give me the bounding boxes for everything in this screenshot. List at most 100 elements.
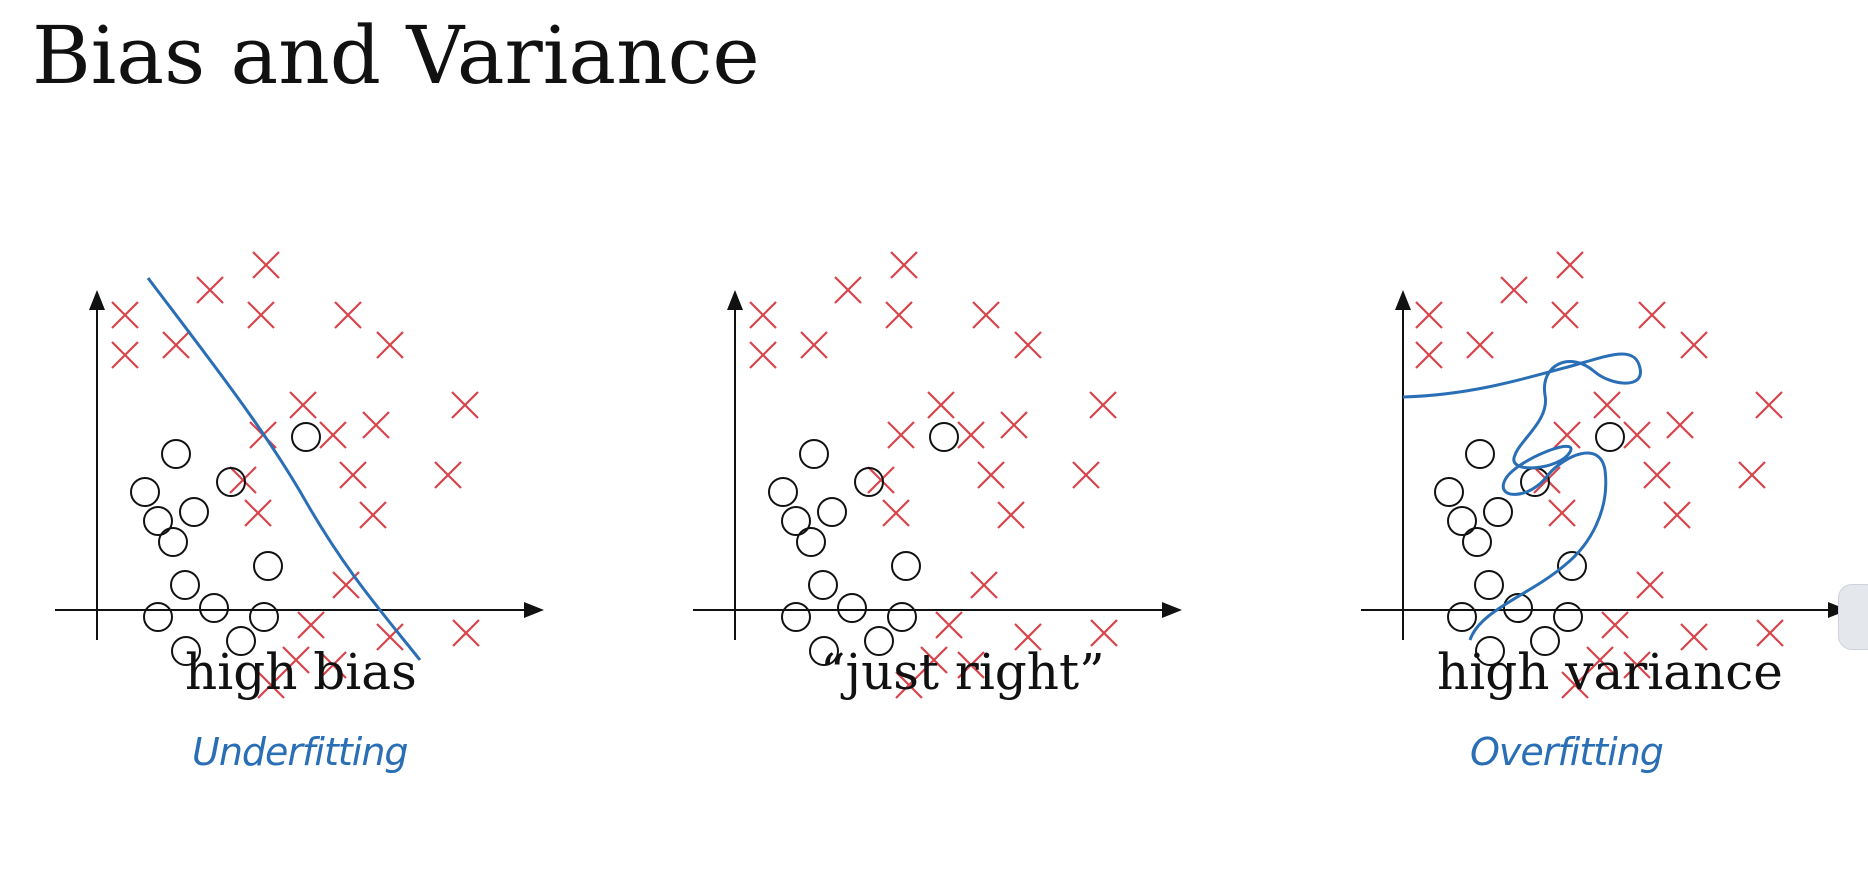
x-mark-icon xyxy=(1738,461,1766,489)
circle-marker-icon xyxy=(891,551,921,581)
circle-marker-icon xyxy=(249,602,279,632)
y-axis-arrow-icon xyxy=(727,290,743,310)
circle-marker-icon xyxy=(170,570,200,600)
x-mark-icon xyxy=(1000,411,1028,439)
circle-marker-icon xyxy=(216,467,246,497)
x-mark-icon xyxy=(1014,331,1042,359)
label-high-bias: high bias xyxy=(185,643,417,701)
x-mark-icon xyxy=(927,391,955,419)
label-just-right: “just right” xyxy=(820,643,1105,701)
x-mark-icon xyxy=(434,461,462,489)
x-mark-icon xyxy=(1755,391,1783,419)
x-mark-icon xyxy=(1593,391,1621,419)
x-mark-icon xyxy=(196,276,224,304)
circle-marker-icon xyxy=(253,551,283,581)
x-mark-icon xyxy=(1415,301,1443,329)
x-mark-icon xyxy=(1680,623,1708,651)
x-mark-icon xyxy=(1756,619,1784,647)
circle-marker-icon xyxy=(1483,497,1513,527)
circle-marker-icon xyxy=(199,593,229,623)
boundary-line-high-bias xyxy=(146,277,422,661)
circle-marker-icon xyxy=(143,506,173,536)
x-mark-icon xyxy=(1561,671,1589,699)
circle-marker-icon xyxy=(929,422,959,452)
circle-marker-icon xyxy=(1530,626,1560,656)
x-mark-icon xyxy=(800,331,828,359)
circle-marker-icon xyxy=(1465,439,1495,469)
x-mark-icon xyxy=(376,623,404,651)
x-mark-icon xyxy=(1014,623,1042,651)
x-mark-icon xyxy=(972,301,1000,329)
x-mark-icon xyxy=(162,331,190,359)
x-mark-icon xyxy=(247,301,275,329)
x-mark-icon xyxy=(451,391,479,419)
boundary-curve-high-variance xyxy=(1402,352,1642,641)
x-mark-icon xyxy=(957,651,985,679)
x-axis-arrow-icon xyxy=(524,602,544,618)
circle-marker-icon xyxy=(854,467,884,497)
annotation-underfitting: Underfitting xyxy=(192,730,409,774)
x-mark-icon xyxy=(1415,341,1443,369)
x-mark-icon xyxy=(229,466,257,494)
x-mark-icon xyxy=(1089,391,1117,419)
x-mark-icon xyxy=(111,301,139,329)
circle-marker-icon xyxy=(809,636,839,666)
slide-title: Bias and Variance xyxy=(32,9,760,102)
x-mark-icon xyxy=(977,461,1005,489)
circle-marker-icon xyxy=(864,626,894,656)
x-mark-icon xyxy=(1090,619,1118,647)
x-mark-icon xyxy=(935,611,963,639)
circle-marker-icon xyxy=(158,527,188,557)
circle-marker-icon xyxy=(291,422,321,452)
circle-marker-icon xyxy=(179,497,209,527)
y-axis-arrow-icon xyxy=(1395,290,1411,310)
x-mark-icon xyxy=(252,251,280,279)
circle-marker-icon xyxy=(143,602,173,632)
x-mark-icon xyxy=(1623,651,1651,679)
circle-marker-icon xyxy=(817,497,847,527)
x-mark-icon xyxy=(289,391,317,419)
x-mark-icon xyxy=(1636,571,1664,599)
x-mark-icon xyxy=(970,571,998,599)
x-mark-icon xyxy=(1548,499,1576,527)
x-mark-icon xyxy=(319,421,347,449)
circle-marker-icon xyxy=(887,602,917,632)
circle-marker-icon xyxy=(1447,506,1477,536)
circle-marker-icon xyxy=(1474,570,1504,600)
x-mark-icon xyxy=(887,421,915,449)
x-mark-icon xyxy=(1663,501,1691,529)
circle-marker-icon xyxy=(130,477,160,507)
circle-marker-icon xyxy=(796,527,826,557)
circle-marker-icon xyxy=(1447,602,1477,632)
circle-marker-icon xyxy=(781,506,811,536)
circle-marker-icon xyxy=(808,570,838,600)
circle-marker-icon xyxy=(1553,602,1583,632)
x-mark-icon xyxy=(749,341,777,369)
annotation-overfitting: Overfitting xyxy=(1470,730,1664,774)
side-panel-toggle[interactable] xyxy=(1838,584,1868,650)
circle-marker-icon xyxy=(799,439,829,469)
circle-marker-icon xyxy=(1503,593,1533,623)
x-mark-icon xyxy=(890,251,918,279)
x-mark-icon xyxy=(244,499,272,527)
x-mark-icon xyxy=(1601,611,1629,639)
circle-marker-icon xyxy=(768,477,798,507)
x-mark-icon xyxy=(1638,301,1666,329)
x-mark-icon xyxy=(920,646,948,674)
x-mark-icon xyxy=(957,421,985,449)
x-mark-icon xyxy=(1551,301,1579,329)
x-mark-icon xyxy=(1643,461,1671,489)
x-mark-icon xyxy=(339,461,367,489)
circle-marker-icon xyxy=(171,636,201,666)
circle-marker-icon xyxy=(781,602,811,632)
x-mark-icon xyxy=(1500,276,1528,304)
x-mark-icon xyxy=(1466,331,1494,359)
x-mark-icon xyxy=(885,301,913,329)
circle-marker-icon xyxy=(1462,527,1492,557)
x-mark-icon xyxy=(359,501,387,529)
y-axis-arrow-icon xyxy=(89,290,105,310)
x-mark-icon xyxy=(1623,421,1651,449)
x-mark-icon xyxy=(111,341,139,369)
x-mark-icon xyxy=(1553,421,1581,449)
